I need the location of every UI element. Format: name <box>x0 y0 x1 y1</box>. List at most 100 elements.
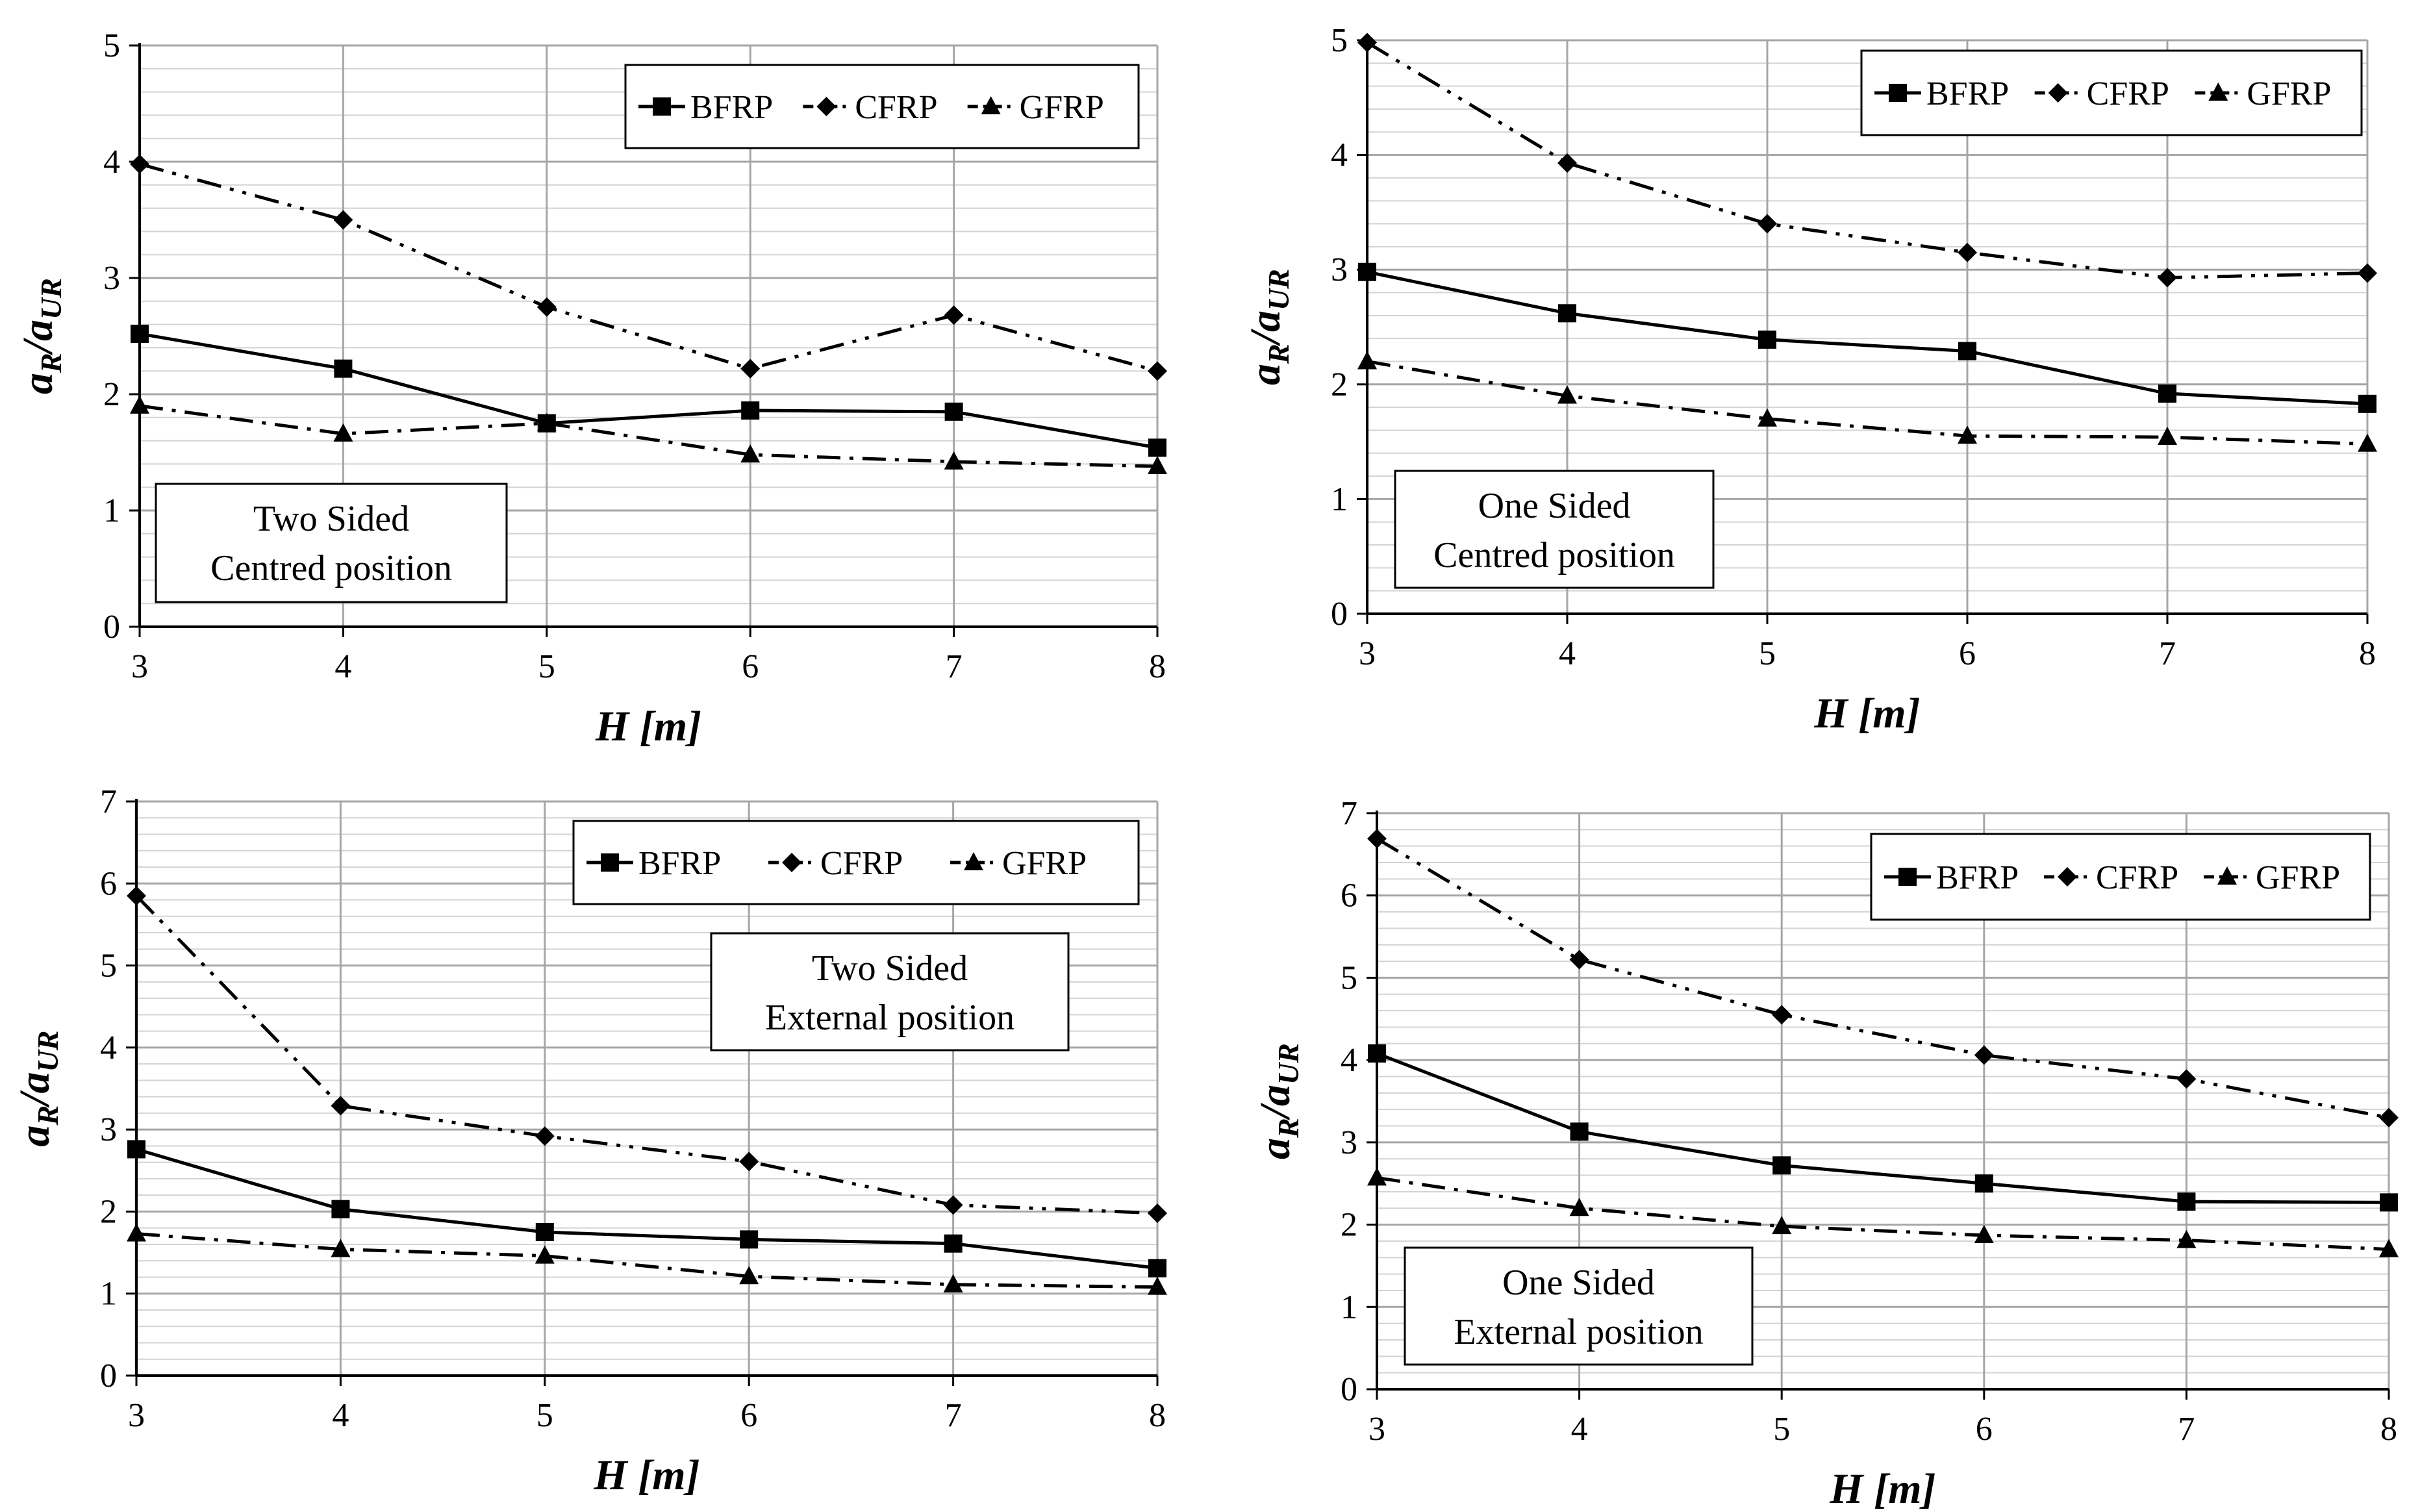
annotation-line-1: Two Sided <box>253 499 409 539</box>
x-tick-label: 8 <box>1149 1397 1166 1434</box>
series-line-gfrp <box>139 404 1158 468</box>
annotation-line-1: One Sided <box>1478 486 1631 526</box>
y-tick-label: 3 <box>103 260 120 297</box>
legend-box <box>1860 49 2363 136</box>
chart-svg: 0 1 2 3 4 5 3 4 5 6 7 8 BFRP CFRP GFRP Two Sided Centred… <box>14 27 1167 750</box>
x-tick-label: 7 <box>2178 1411 2195 1448</box>
y-axis-title: aR/aUR <box>1252 1043 1305 1159</box>
series-line-bfrp <box>139 332 1158 449</box>
data-point-bfrp <box>331 1200 350 1218</box>
legend-marker-gfrp <box>2208 82 2228 101</box>
data-point-cfrp <box>1772 1005 1792 1025</box>
x-tick-label: 8 <box>1149 648 1166 685</box>
annotation-line-2: External position <box>1454 1312 1703 1352</box>
series-line-bfrp <box>1376 1052 2389 1204</box>
y-tick-label: 3 <box>1341 1124 1357 1161</box>
series-line-cfrp <box>1366 41 2368 280</box>
data-point-gfrp <box>1974 1225 1994 1244</box>
chart-svg: 0 1 2 3 4 5 6 7 3 4 5 6 7 8 BFRP CFRP GFRP Two Sided Exter… <box>11 783 1167 1499</box>
annotation-line-1: Two Sided <box>812 948 968 989</box>
data-point-bfrp <box>1758 330 1776 349</box>
data-point-gfrp <box>1148 1276 1167 1295</box>
legend-marker-gfrp <box>2217 866 2237 885</box>
legend-label-cfrp: CFRP <box>855 89 937 126</box>
data-point-gfrp <box>1148 455 1167 474</box>
data-point-cfrp <box>2358 263 2377 283</box>
data-point-bfrp <box>2158 384 2176 403</box>
x-tick-label: 4 <box>1559 635 1576 672</box>
x-tick-label: 8 <box>2380 1411 2397 1448</box>
data-point-cfrp <box>740 359 761 379</box>
x-tick-label: 3 <box>1359 635 1376 672</box>
y-tick-label: 1 <box>100 1276 117 1313</box>
legend-marker-gfrp <box>981 96 1001 114</box>
data-point-gfrp <box>536 412 557 431</box>
data-point-cfrp <box>1758 214 1777 234</box>
data-point-bfrp <box>741 401 760 420</box>
series-line-cfrp <box>139 162 1158 373</box>
data-point-bfrp <box>944 1234 963 1253</box>
chart-two-sided-external: 0 1 2 3 4 5 6 7 3 4 5 6 7 8 BFRP CFRP GFRP Two Sided Exter… <box>0 756 1210 1512</box>
data-point-bfrp <box>1358 262 1376 281</box>
y-tick-label: 4 <box>103 144 120 181</box>
series-line-cfrp <box>135 894 1158 1215</box>
data-point-bfrp <box>131 324 149 343</box>
y-tick-label: 3 <box>100 1111 117 1148</box>
data-point-bfrp <box>2358 394 2376 413</box>
legend-label-cfrp: CFRP <box>2096 859 2178 896</box>
x-axis-title: H [m] <box>1829 1465 1935 1512</box>
data-point-bfrp <box>535 1223 554 1241</box>
data-point-cfrp <box>739 1152 759 1172</box>
data-point-gfrp <box>2358 433 2377 452</box>
x-tick-label: 6 <box>1959 635 1976 672</box>
legend-label-bfrp: BFRP <box>638 845 721 882</box>
data-point-bfrp <box>944 402 963 421</box>
data-point-gfrp <box>535 1245 555 1264</box>
data-point-gfrp <box>1772 1216 1792 1235</box>
data-point-cfrp <box>1974 1045 1994 1065</box>
data-point-gfrp <box>2379 1239 2399 1257</box>
y-tick-label: 5 <box>103 27 120 64</box>
x-tick-label: 5 <box>1759 635 1776 672</box>
x-tick-label: 5 <box>536 1397 553 1434</box>
x-tick-label: 6 <box>1976 1411 1993 1448</box>
y-tick-label: 6 <box>100 865 117 902</box>
data-point-bfrp <box>127 1140 145 1159</box>
legend-marker-bfrp <box>601 853 619 872</box>
data-point-bfrp <box>1974 1174 1993 1193</box>
y-tick-label: 4 <box>1331 137 1348 174</box>
y-tick-label: 2 <box>100 1193 117 1230</box>
data-point-bfrp <box>1958 342 1976 360</box>
x-tick-label: 6 <box>740 1397 757 1434</box>
legend-label-gfrp: GFRP <box>2256 859 2340 896</box>
y-tick-label: 5 <box>100 948 117 985</box>
legend-box <box>572 820 1140 905</box>
legend-box <box>1870 833 2371 921</box>
y-tick-label: 5 <box>1331 22 1348 59</box>
x-tick-label: 7 <box>2159 635 2176 672</box>
x-axis-title: H [m] <box>593 1452 700 1499</box>
y-tick-label: 2 <box>103 376 120 413</box>
y-tick-label: 6 <box>1341 877 1357 914</box>
data-point-cfrp <box>535 1126 555 1146</box>
x-tick-label: 4 <box>332 1397 349 1434</box>
x-tick-label: 5 <box>538 648 555 685</box>
legend-marker-gfrp <box>964 852 983 870</box>
chart-two-sided-centred: 0 1 2 3 4 5 3 4 5 6 7 8 BFRP CFRP GFRP Two Sided Centred… <box>0 0 1210 756</box>
data-point-gfrp <box>2158 427 2177 446</box>
chart-one-sided-centred: 0 1 2 3 4 5 3 4 5 6 7 8 BFRP CFRP GFRP One Sided Centred… <box>1210 0 2420 756</box>
legend-marker-bfrp <box>1889 84 1907 102</box>
y-tick-label: 4 <box>1341 1042 1357 1079</box>
data-point-gfrp <box>127 1223 146 1242</box>
chart-one-sided-external: 0 1 2 3 4 5 6 7 3 4 5 6 7 8 BFRP CFRP GFRP One Sided Exter… <box>1210 756 2420 1512</box>
data-point-cfrp <box>536 297 557 317</box>
y-tick-label: 7 <box>1341 795 1357 832</box>
legend-label-bfrp: BFRP <box>1926 75 2009 112</box>
y-axis-title: aR/aUR <box>14 278 68 394</box>
data-point-gfrp <box>331 1239 351 1257</box>
y-axis-title: aR/aUR <box>11 1031 64 1147</box>
y-tick-label: 2 <box>1341 1207 1357 1244</box>
x-axis-title: H [m] <box>1813 690 1920 737</box>
y-tick-label: 3 <box>1331 251 1348 288</box>
data-point-bfrp <box>1148 438 1166 457</box>
